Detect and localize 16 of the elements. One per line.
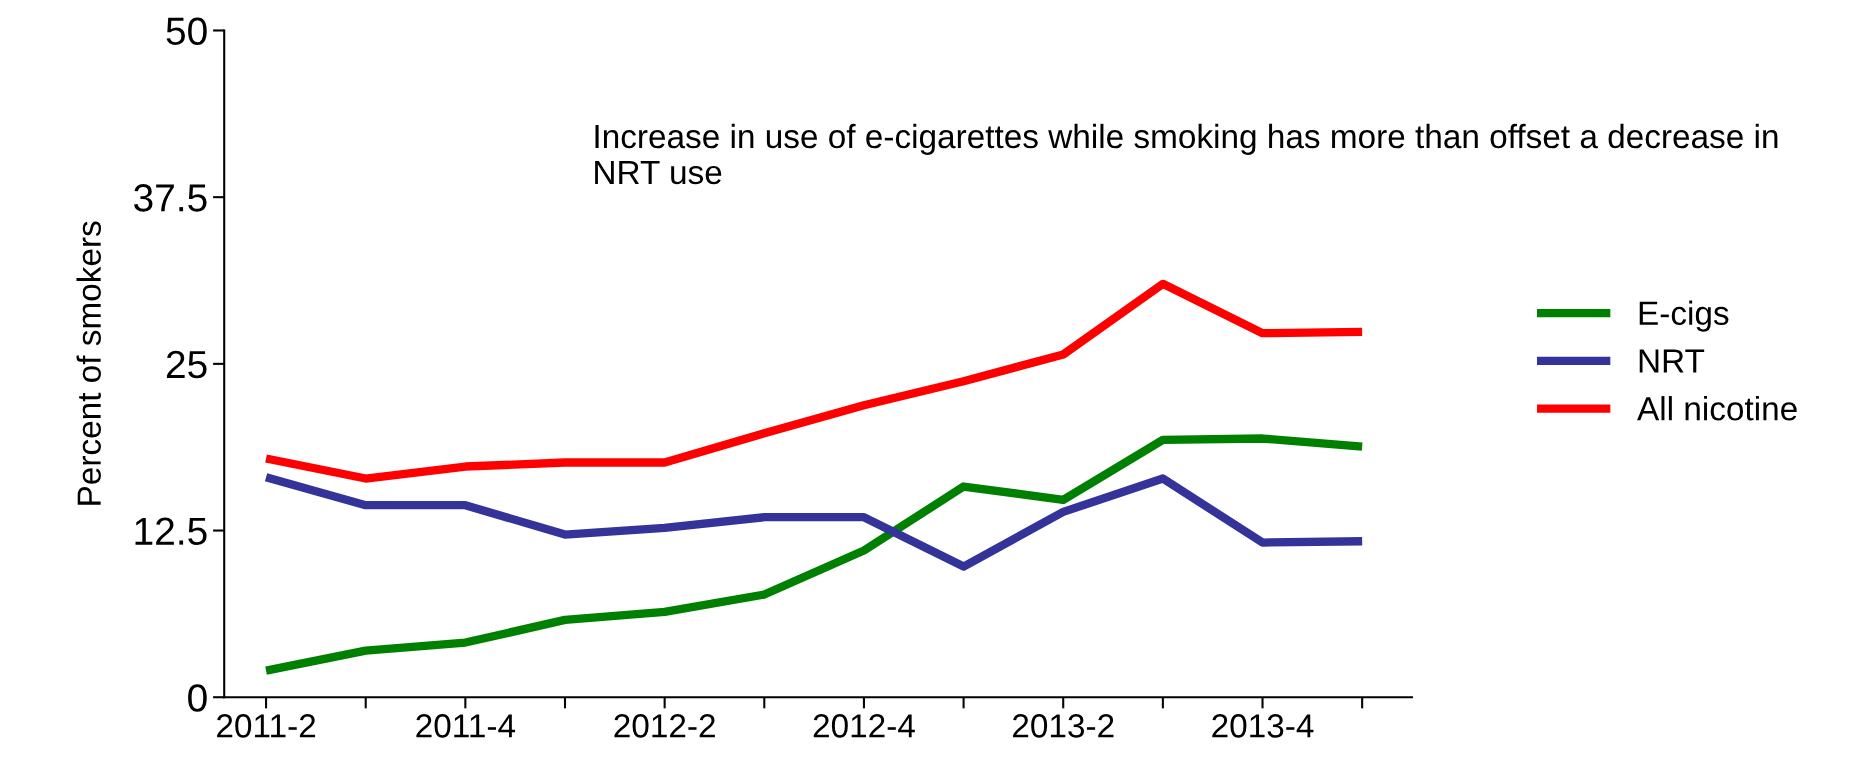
y-tick-label: 25 <box>166 350 207 379</box>
x-tick-label: 2012-4 <box>813 714 915 738</box>
x-tick-label: 2011-4 <box>416 714 516 738</box>
x-tick-label: 2012-2 <box>614 714 715 738</box>
y-tick-label: 50 <box>166 17 207 45</box>
x-tick-label: 2013-4 <box>1212 714 1314 738</box>
y-axis-title: Percent of smokers <box>76 221 101 505</box>
y-tick-label: 0 <box>188 684 207 712</box>
annotation: Increase in use of e-cigarettes while smoking has more than offset a decrease in NRT use <box>595 123 1778 185</box>
legend-label: All nicotine <box>1637 396 1797 421</box>
legend-label: E-cigs <box>1639 300 1729 332</box>
x-tick-label: 2013-2 <box>1013 714 1114 738</box>
legend-label: NRT <box>1639 349 1705 373</box>
y-tick-label: 12.5 <box>135 517 207 546</box>
x-tick-label: 2011-2 <box>217 714 316 738</box>
y-tick-label: 37.5 <box>134 184 207 212</box>
